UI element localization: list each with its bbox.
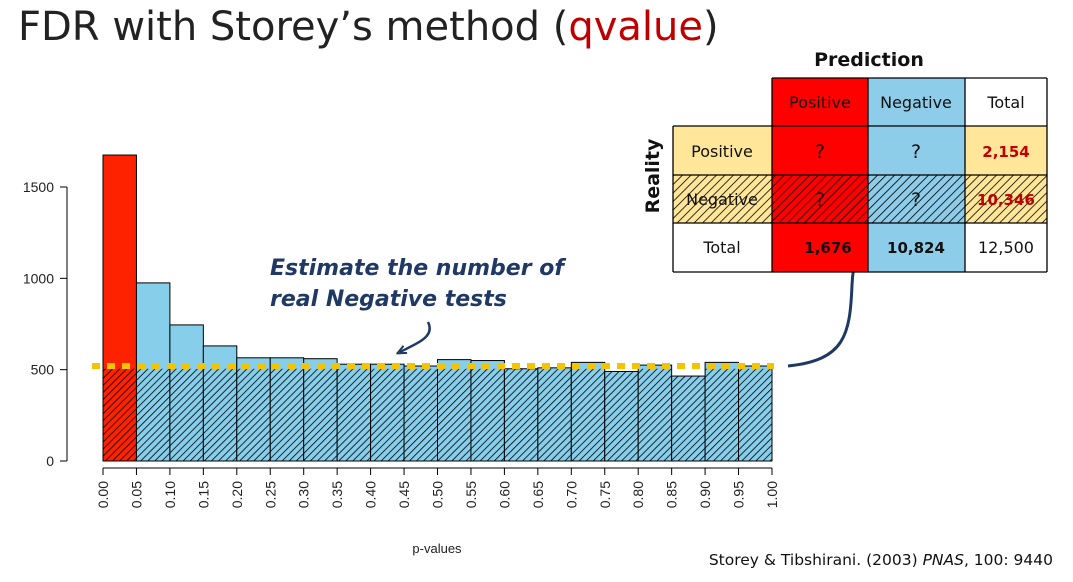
x-tick-label: 0.10	[162, 481, 178, 508]
x-tick-label: 0.65	[530, 481, 546, 508]
col-header-negative: Negative	[880, 93, 952, 112]
x-tick-label: 0.90	[697, 481, 713, 508]
col-header-positive: Positive	[789, 93, 851, 112]
x-tick-label: 0.75	[597, 481, 613, 508]
x-tick-label: 0.40	[363, 481, 379, 508]
x-tick-label: 0.60	[496, 481, 512, 508]
x-tick-label: 0.35	[329, 481, 345, 508]
cell-tp	[772, 126, 868, 175]
cell-pos-total	[965, 126, 1047, 175]
null-hatch-bar	[705, 368, 739, 461]
null-hatch-bar	[504, 368, 538, 461]
x-tick-label: 0.95	[731, 481, 747, 508]
x-tick-label: 1.00	[764, 481, 780, 508]
citation-rest: , 100: 9440	[963, 551, 1053, 569]
annotation-line1: Estimate the number of	[270, 256, 566, 281]
x-tick-label: 0.45	[396, 481, 412, 508]
null-hatch-bar	[604, 371, 639, 461]
x-tick-label: 0.20	[229, 481, 245, 508]
table-grid	[672, 77, 1048, 273]
y-tick-label: 500	[31, 362, 55, 378]
null-hatch-bar	[738, 368, 772, 461]
x-tick-label: 0.25	[262, 481, 278, 508]
title-prefix: FDR with Storey’s method (	[18, 4, 569, 50]
x-tick-label: 0.05	[128, 481, 144, 508]
x-tick-label: 0.55	[463, 481, 479, 508]
cell-tn-hatch	[868, 175, 965, 223]
null-hatch-bar	[203, 368, 237, 461]
null-hatch-bar	[470, 368, 505, 461]
row-header-negative: Negative	[686, 190, 758, 209]
annotation-line2: real Negative tests	[270, 287, 507, 312]
slide-title: FDR with Storey’s method (qvalue)	[18, 4, 719, 50]
null-hatch-bar	[537, 368, 572, 461]
title-highlight: qvalue	[568, 4, 704, 50]
cell-pred-pos-total-value: 1,676	[804, 239, 851, 257]
row-label-positive-cell	[673, 126, 772, 175]
col-header-total: Total	[986, 93, 1024, 112]
header-cell-total	[965, 78, 1047, 126]
cell-fn-value: ?	[911, 141, 921, 163]
row-label-total-cell	[673, 223, 772, 272]
confusion-table: Prediction Reality	[642, 49, 1048, 273]
row-label-negative-hatch	[673, 175, 772, 223]
null-hatch-bar	[370, 368, 405, 461]
cell-fp-hatch	[772, 175, 868, 223]
header-cell-positive	[772, 78, 868, 126]
cell-pred-neg-total	[868, 223, 965, 272]
y-tick-label: 0	[46, 453, 54, 469]
cell-pred-pos-total	[772, 223, 868, 272]
cell-pos-total-value: 2,154	[982, 143, 1029, 161]
cell-fn	[868, 126, 965, 175]
reality-label: Reality	[642, 138, 664, 213]
cell-grand-total	[965, 223, 1047, 272]
cell-pred-neg-total-value: 10,824	[887, 239, 945, 257]
cell-tp-value: ?	[815, 141, 825, 163]
null-hatch-bar	[103, 368, 137, 461]
y-tick-label: 1500	[23, 179, 54, 195]
x-tick-label: 0.50	[430, 481, 446, 508]
cell-neg-total-value: 10,346	[977, 191, 1035, 209]
null-hatch-bar	[136, 368, 170, 461]
null-hatch-bar	[638, 368, 672, 461]
citation-journal: PNAS	[922, 551, 964, 569]
x-tick-label: 0.85	[664, 481, 680, 508]
null-hatch-bar	[270, 368, 304, 461]
cell-neg-total-hatch	[965, 175, 1047, 223]
x-tick-label: 0.00	[95, 481, 111, 508]
annotation-arrow	[400, 321, 431, 352]
x-tick-label: 0.30	[296, 481, 312, 508]
null-hatch-bar	[236, 368, 271, 461]
cell-grand-total-value: 12,500	[978, 238, 1034, 257]
x-axis-label: p-values	[412, 541, 462, 556]
null-hatch-bar	[404, 368, 438, 461]
header-cell-negative	[868, 78, 965, 126]
null-hatch-bar	[303, 368, 338, 461]
table-heading: Prediction	[814, 49, 924, 71]
null-hatch-bar	[671, 376, 706, 461]
null-hatch-bar	[571, 368, 605, 461]
cell-fp-value: ?	[815, 189, 825, 211]
title-suffix: )	[703, 4, 719, 50]
citation-authors: Storey & Tibshirani. (2003)	[708, 551, 923, 569]
x-tick-label: 0.70	[563, 481, 579, 508]
citation: Storey & Tibshirani. (2003) PNAS, 100: 9…	[709, 551, 1053, 569]
null-hatch-bar	[337, 368, 371, 461]
x-tick-label: 0.80	[630, 481, 646, 508]
y-tick-label: 1000	[23, 270, 54, 286]
row-header-total: Total	[702, 238, 740, 257]
null-hatch-bar	[169, 368, 204, 461]
x-tick-label: 0.15	[195, 481, 211, 508]
cell-tn-value: ?	[911, 189, 921, 211]
row-header-positive: Positive	[691, 142, 753, 161]
null-hatch-bar	[437, 368, 471, 461]
